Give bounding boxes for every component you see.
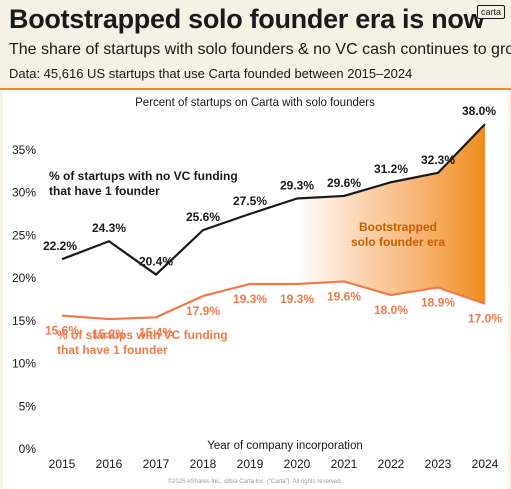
era-label: solo founder era xyxy=(351,235,445,249)
x-tick-label: 2015 xyxy=(49,457,76,471)
x-tick-label: 2017 xyxy=(143,457,170,471)
no-vc-data-label: 38.0% xyxy=(462,104,496,118)
no-vc-data-label: 20.4% xyxy=(139,255,173,269)
vc-data-label: 19.3% xyxy=(280,292,314,306)
y-tick-label: 25% xyxy=(12,228,36,242)
vc-data-label: 18.9% xyxy=(421,295,455,309)
y-tick-label: 0% xyxy=(19,442,37,456)
data-labels: 22.2% 24.3% 20.4% 25.6% 27.5% 29.3% 29.6% 31.2%… xyxy=(43,104,502,341)
x-tick-label: 2022 xyxy=(378,457,405,471)
vc-data-label: 17.0% xyxy=(468,312,502,326)
vc-data-label: 18.0% xyxy=(374,303,408,317)
no-vc-series-line xyxy=(61,123,486,276)
y-tick-label: 15% xyxy=(12,314,36,328)
vc-data-label: 17.9% xyxy=(186,304,220,318)
x-tick-label: 2016 xyxy=(96,457,123,471)
x-tick-label: 2021 xyxy=(331,457,358,471)
x-tick-label: 2019 xyxy=(237,457,264,471)
y-tick-label: 10% xyxy=(12,357,36,371)
y-tick-label: 20% xyxy=(12,271,36,285)
headline: Bootstrapped solo founder era is now xyxy=(9,4,485,34)
orange-divider xyxy=(0,88,511,90)
era-label: Bootstrapped xyxy=(359,220,437,234)
y-axis: 0% 5% 10% 15% 20% 25% 30% 35% xyxy=(12,143,36,456)
no-vc-data-label: 24.3% xyxy=(92,221,126,235)
subtitle: The share of startups with solo founders… xyxy=(9,41,511,58)
vc-data-label: 15.2% xyxy=(92,327,126,341)
vc-data-label: 19.6% xyxy=(327,289,361,303)
y-tick-label: 35% xyxy=(12,143,36,157)
plot-title: Percent of startups on Carta with solo f… xyxy=(135,97,375,109)
y-tick-label: 5% xyxy=(19,399,37,413)
line-chart: Percent of startups on Carta with solo f… xyxy=(12,97,502,485)
y-tick-label: 30% xyxy=(12,186,36,200)
vc-funded-series-line xyxy=(61,280,486,321)
no-vc-data-label: 27.5% xyxy=(233,194,267,208)
vc-series-note: % of startups with VC funding xyxy=(57,328,228,342)
vc-data-label: 19.3% xyxy=(233,292,267,306)
vc-data-label: 15.6% xyxy=(45,324,79,338)
no-vc-data-label: 32.3% xyxy=(421,153,455,167)
vc-data-label: 15.4% xyxy=(139,325,173,339)
x-tick-label: 2023 xyxy=(425,457,452,471)
bootstrapped-era-area xyxy=(297,124,485,304)
no-vc-data-label: 25.6% xyxy=(186,210,220,224)
series-lines xyxy=(61,123,486,321)
x-axis-title: Year of company incorporation xyxy=(207,440,363,452)
carta-logo: carta xyxy=(476,5,505,19)
x-tick-label: 2018 xyxy=(190,457,217,471)
vc-series-note: that have 1 founder xyxy=(57,343,168,357)
no-vc-data-label: 31.2% xyxy=(374,162,408,176)
x-axis: 2015 2016 2017 2018 2019 2020 2021 2022 2023 2024 xyxy=(49,457,499,471)
data-note: Data: 45,616 US startups that use Carta … xyxy=(9,66,413,81)
no-vc-data-label: 29.3% xyxy=(280,178,314,192)
no-vc-data-label: 29.6% xyxy=(327,176,361,190)
no-vc-data-label: 22.2% xyxy=(43,239,77,253)
no-vc-series-note: % of startups with no VC funding xyxy=(49,169,238,183)
copyright-footer: ©2025 eShares Inc., d/b/a Carta Inc. (“C… xyxy=(168,478,343,485)
chart-panel: Percent of startups on Carta with solo f… xyxy=(3,90,508,489)
x-tick-label: 2024 xyxy=(472,457,499,471)
no-vc-series-note: that have 1 founder xyxy=(49,184,160,198)
x-tick-label: 2020 xyxy=(284,457,311,471)
